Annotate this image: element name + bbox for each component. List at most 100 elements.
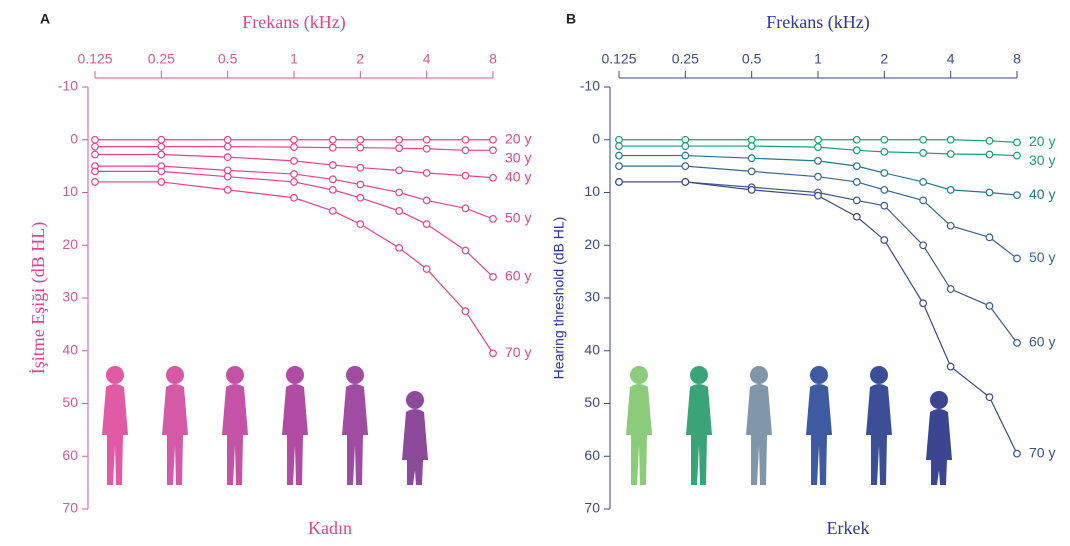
data-point — [395, 207, 404, 215]
data-point — [946, 185, 955, 194]
series-line — [619, 139, 1018, 143]
data-point — [946, 221, 955, 230]
silhouette — [282, 366, 308, 485]
silhouette-body — [746, 384, 772, 485]
data-point — [747, 167, 756, 176]
silhouette-body — [866, 384, 892, 485]
panel-caption: Kadın — [308, 518, 352, 538]
x-tick-label: 2 — [880, 51, 888, 67]
x-tick-label: 2 — [356, 51, 364, 67]
panel-caption: Erkek — [827, 518, 870, 538]
data-point — [946, 135, 955, 144]
silhouette-head — [406, 391, 424, 409]
series-line — [95, 146, 493, 151]
data-point — [422, 135, 431, 144]
data-point — [919, 241, 928, 250]
data-point — [1013, 449, 1021, 458]
x-tick-label: 4 — [947, 51, 955, 67]
data-point — [328, 161, 337, 169]
silhouette — [686, 366, 712, 485]
data-point — [157, 150, 166, 159]
data-point — [946, 150, 955, 158]
data-point — [461, 204, 470, 213]
data-point — [395, 243, 404, 252]
data-point — [395, 166, 404, 175]
y-tick-label: 50 — [584, 394, 600, 410]
y-tick-label: 20 — [584, 236, 600, 252]
series-line — [95, 170, 494, 278]
silhouette — [866, 366, 892, 485]
x-tick-label: 4 — [423, 51, 431, 67]
data-point — [814, 143, 822, 152]
data-point — [814, 172, 822, 181]
data-point — [946, 362, 955, 371]
data-point — [985, 188, 994, 197]
silhouette-body — [282, 384, 308, 485]
data-point — [422, 169, 431, 177]
data-point — [615, 142, 623, 150]
data-point — [985, 136, 994, 145]
y-tick-label: 50 — [62, 394, 78, 410]
x-tick-label: 0.25 — [672, 51, 699, 67]
data-point — [681, 135, 690, 144]
data-point — [290, 156, 298, 165]
data-point — [395, 135, 404, 144]
data-point — [91, 178, 99, 186]
series-line — [95, 153, 494, 179]
x-tick-label: 8 — [489, 51, 497, 67]
silhouette-body — [402, 409, 428, 485]
data-point — [880, 147, 889, 156]
data-point — [356, 135, 365, 144]
y-tick-label: 60 — [584, 447, 600, 463]
data-point — [615, 178, 623, 186]
data-point — [395, 188, 404, 197]
y-tick-label: -10 — [58, 78, 78, 94]
data-point — [489, 173, 497, 182]
series-label: 50 y — [1029, 249, 1055, 265]
data-point — [880, 201, 889, 210]
data-point — [919, 149, 928, 157]
silhouette — [402, 391, 428, 485]
x-axis-title: Frekans (kHz) — [766, 12, 869, 33]
data-point — [328, 185, 337, 194]
silhouette-head — [630, 366, 648, 384]
data-point — [395, 144, 404, 153]
data-point — [356, 163, 365, 172]
data-point — [852, 196, 861, 205]
data-point — [852, 162, 861, 171]
data-point — [157, 167, 166, 176]
data-point — [615, 135, 623, 144]
series-label: 60 y — [505, 268, 531, 284]
data-point — [290, 193, 298, 202]
y-tick-label: 70 — [62, 500, 78, 516]
silhouette — [626, 366, 652, 485]
x-tick-label: 0.5 — [218, 51, 238, 67]
x-tick-label: 1 — [814, 51, 822, 67]
data-point — [1013, 151, 1021, 160]
series-label: 20 y — [1029, 133, 1055, 149]
y-tick-label: 40 — [584, 341, 600, 357]
silhouette-body — [102, 384, 128, 485]
data-point — [489, 135, 497, 144]
series-line — [619, 165, 1018, 259]
silhouette-body — [342, 384, 368, 485]
x-tick-label: 0.125 — [601, 51, 636, 67]
data-point — [290, 170, 298, 178]
series-line — [95, 165, 494, 220]
data-point — [328, 207, 337, 215]
y-tick-label: 60 — [62, 447, 78, 463]
data-point — [985, 233, 994, 242]
silhouette-head — [166, 366, 184, 384]
data-point — [814, 135, 822, 144]
series-label: 60 y — [1029, 334, 1055, 350]
y-axis-title: İşitme Eşiği (dB HL) — [28, 222, 49, 374]
data-point — [747, 154, 756, 163]
data-point — [290, 143, 298, 152]
data-point — [919, 135, 928, 144]
silhouette — [342, 366, 368, 485]
silhouette-body — [626, 384, 652, 485]
data-point — [985, 302, 994, 310]
silhouette-body — [222, 384, 248, 485]
